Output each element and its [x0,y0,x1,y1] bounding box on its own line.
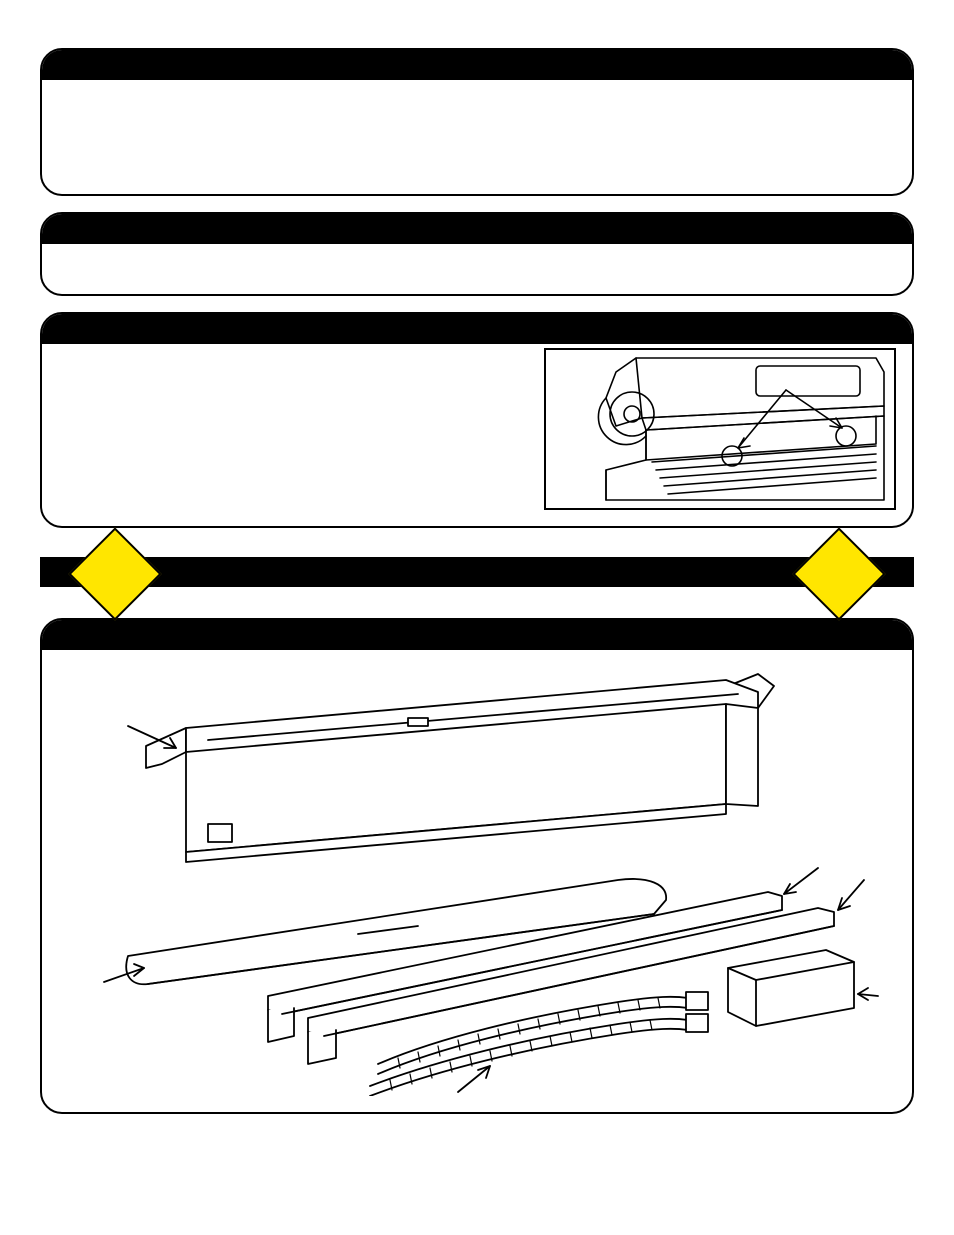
panel-parts [40,618,914,1114]
panel-intro [40,48,914,196]
panel-tools [40,212,914,296]
canister-assembly [146,674,774,862]
arrow-icon [458,1066,490,1092]
panel-parts-body [42,650,912,1112]
page-root [0,0,954,1150]
warning-strip [40,544,914,600]
panel-tools-body [42,244,912,294]
panel-tools-header [42,214,912,244]
arrow-icon [784,868,818,894]
truck-svg [546,350,894,508]
truck-figure [544,348,896,510]
panel-prep [40,312,914,528]
panel-intro-header [42,50,912,80]
panel-prep-header [42,314,912,344]
warning-diamond-left-icon [68,527,161,620]
warning-diamond-right-icon [792,527,885,620]
arrow-icon [838,880,864,910]
arrow-icon [858,988,878,1000]
warning-bar [40,557,914,587]
panel-prep-body [42,344,912,526]
parts-svg [58,656,898,1096]
panel-intro-body [42,80,912,194]
panel-parts-header [42,620,912,650]
hardware-box [728,950,854,1026]
